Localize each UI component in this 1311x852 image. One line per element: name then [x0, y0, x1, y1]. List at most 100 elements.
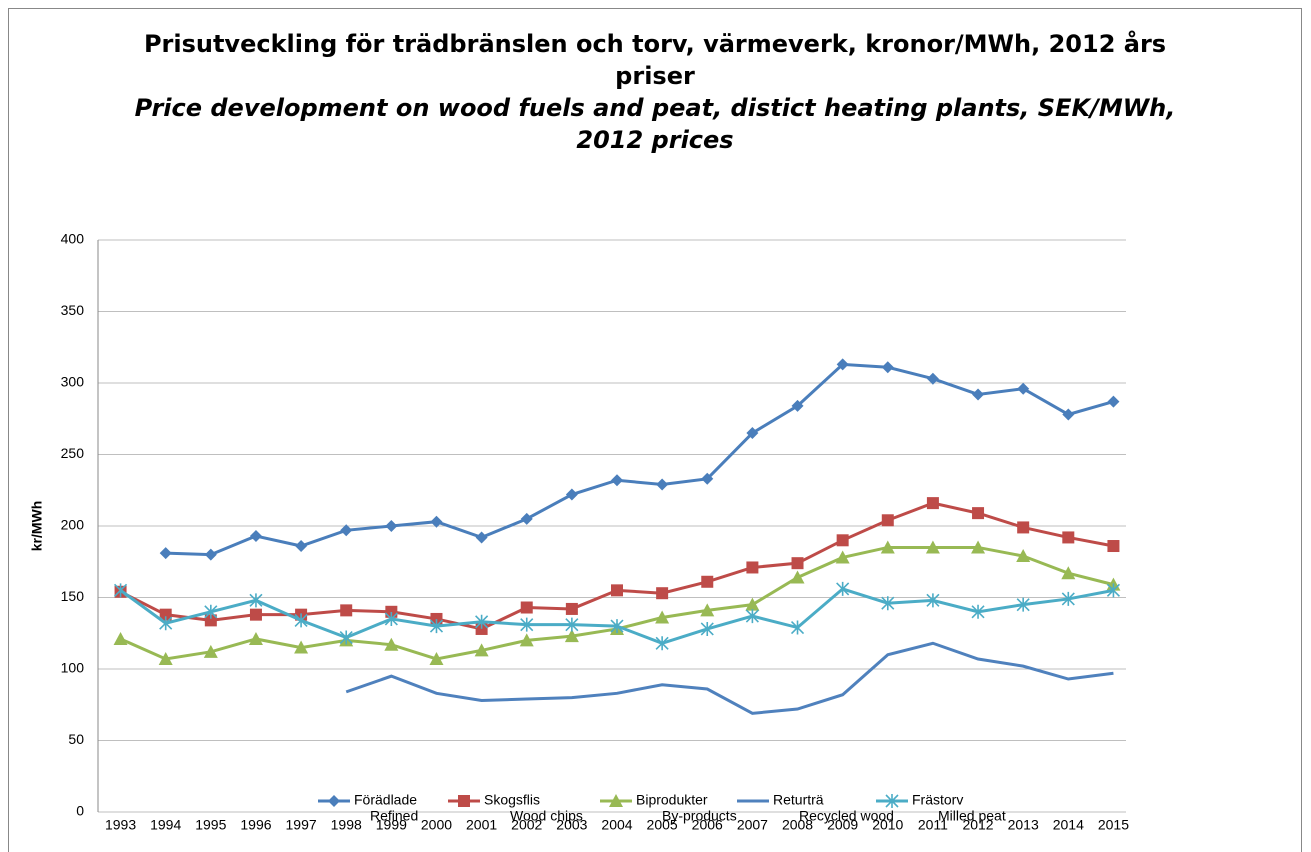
- x-tick-label: 1994: [150, 817, 181, 833]
- marker: [609, 794, 623, 807]
- marker: [385, 520, 398, 532]
- marker: [610, 619, 624, 634]
- marker: [1016, 549, 1031, 563]
- marker: [700, 603, 715, 617]
- marker: [474, 643, 489, 657]
- marker: [295, 540, 308, 553]
- y-tick-label: 300: [61, 374, 85, 390]
- x-tick-label: 2013: [1008, 817, 1039, 833]
- marker: [885, 794, 899, 808]
- legend-sublabel: By-products: [662, 808, 737, 824]
- marker: [564, 629, 579, 643]
- legend-label: Frästorv: [912, 792, 963, 808]
- marker: [475, 614, 489, 629]
- marker: [656, 587, 669, 600]
- marker: [565, 617, 579, 632]
- marker: [881, 596, 895, 611]
- x-tick-label: 1993: [105, 817, 136, 833]
- x-tick-label: 2008: [782, 817, 813, 833]
- marker: [475, 622, 488, 635]
- x-tick-label: 1999: [376, 817, 407, 833]
- marker: [701, 575, 714, 588]
- x-tick-label: 2010: [872, 817, 903, 833]
- marker: [159, 616, 173, 631]
- marker: [475, 531, 488, 544]
- legend-label: Biprodukter: [636, 792, 708, 808]
- x-tick-label: 2005: [647, 817, 678, 833]
- marker: [204, 548, 217, 561]
- series-line: [345, 641, 1114, 715]
- marker: [836, 358, 849, 371]
- marker: [159, 608, 172, 621]
- legend-label: Skogsflis: [484, 792, 540, 808]
- marker: [113, 583, 128, 598]
- marker: [430, 515, 443, 528]
- y-tick-label: 50: [68, 731, 84, 747]
- marker: [655, 636, 669, 651]
- marker: [1106, 583, 1120, 598]
- x-tick-label: 2015: [1098, 817, 1129, 833]
- marker: [113, 631, 128, 645]
- marker: [791, 557, 804, 570]
- marker: [385, 605, 398, 618]
- chart-subtitle: Price development on wood fuels and peat…: [134, 94, 1176, 154]
- marker: [790, 620, 805, 635]
- marker: [1062, 408, 1075, 421]
- marker: [881, 514, 894, 527]
- legend-sublabel: Recycled wood: [799, 808, 894, 824]
- marker: [1107, 395, 1120, 408]
- marker: [1107, 540, 1120, 553]
- marker: [203, 644, 218, 658]
- y-tick-label: 250: [61, 445, 85, 461]
- chart-frame: [8, 8, 1302, 852]
- marker: [204, 614, 217, 627]
- series-line: [119, 545, 1114, 661]
- marker: [926, 372, 939, 385]
- marker: [926, 497, 939, 510]
- legend-label: Returträ: [773, 792, 824, 808]
- marker: [790, 570, 805, 584]
- marker: [204, 604, 218, 619]
- x-tick-label: 2007: [737, 817, 768, 833]
- marker: [565, 488, 578, 501]
- marker: [971, 540, 986, 554]
- x-tick-label: 1995: [195, 817, 226, 833]
- marker: [926, 593, 940, 608]
- legend-sublabel: Refined: [370, 808, 418, 824]
- marker: [294, 613, 308, 628]
- marker: [791, 399, 804, 412]
- marker: [1017, 382, 1030, 395]
- x-tick-label: 2003: [556, 817, 587, 833]
- marker: [746, 561, 759, 574]
- marker: [429, 651, 444, 665]
- x-tick-label: 2011: [918, 817, 948, 833]
- x-tick-label: 2001: [466, 817, 497, 833]
- marker: [1016, 597, 1030, 612]
- marker: [249, 608, 262, 621]
- marker: [430, 612, 443, 625]
- marker: [340, 604, 353, 617]
- marker: [655, 610, 670, 624]
- marker: [249, 530, 262, 543]
- series-line: [165, 362, 1114, 557]
- legend-sublabel: Wood chips: [510, 808, 583, 824]
- x-tick-label: 1997: [286, 817, 317, 833]
- marker: [611, 584, 623, 597]
- marker: [520, 512, 533, 525]
- marker: [384, 637, 399, 651]
- marker: [700, 621, 714, 636]
- x-tick-label: 1998: [331, 817, 362, 833]
- marker: [339, 630, 353, 645]
- marker: [249, 593, 263, 608]
- marker: [158, 651, 173, 665]
- marker: [745, 609, 759, 624]
- marker: [384, 611, 398, 626]
- x-tick-label: 2014: [1053, 817, 1084, 833]
- marker: [881, 361, 894, 374]
- marker: [565, 602, 578, 615]
- marker: [340, 524, 353, 537]
- legend-sublabel: Milled peat: [938, 808, 1006, 824]
- marker: [429, 619, 444, 634]
- marker: [880, 540, 895, 554]
